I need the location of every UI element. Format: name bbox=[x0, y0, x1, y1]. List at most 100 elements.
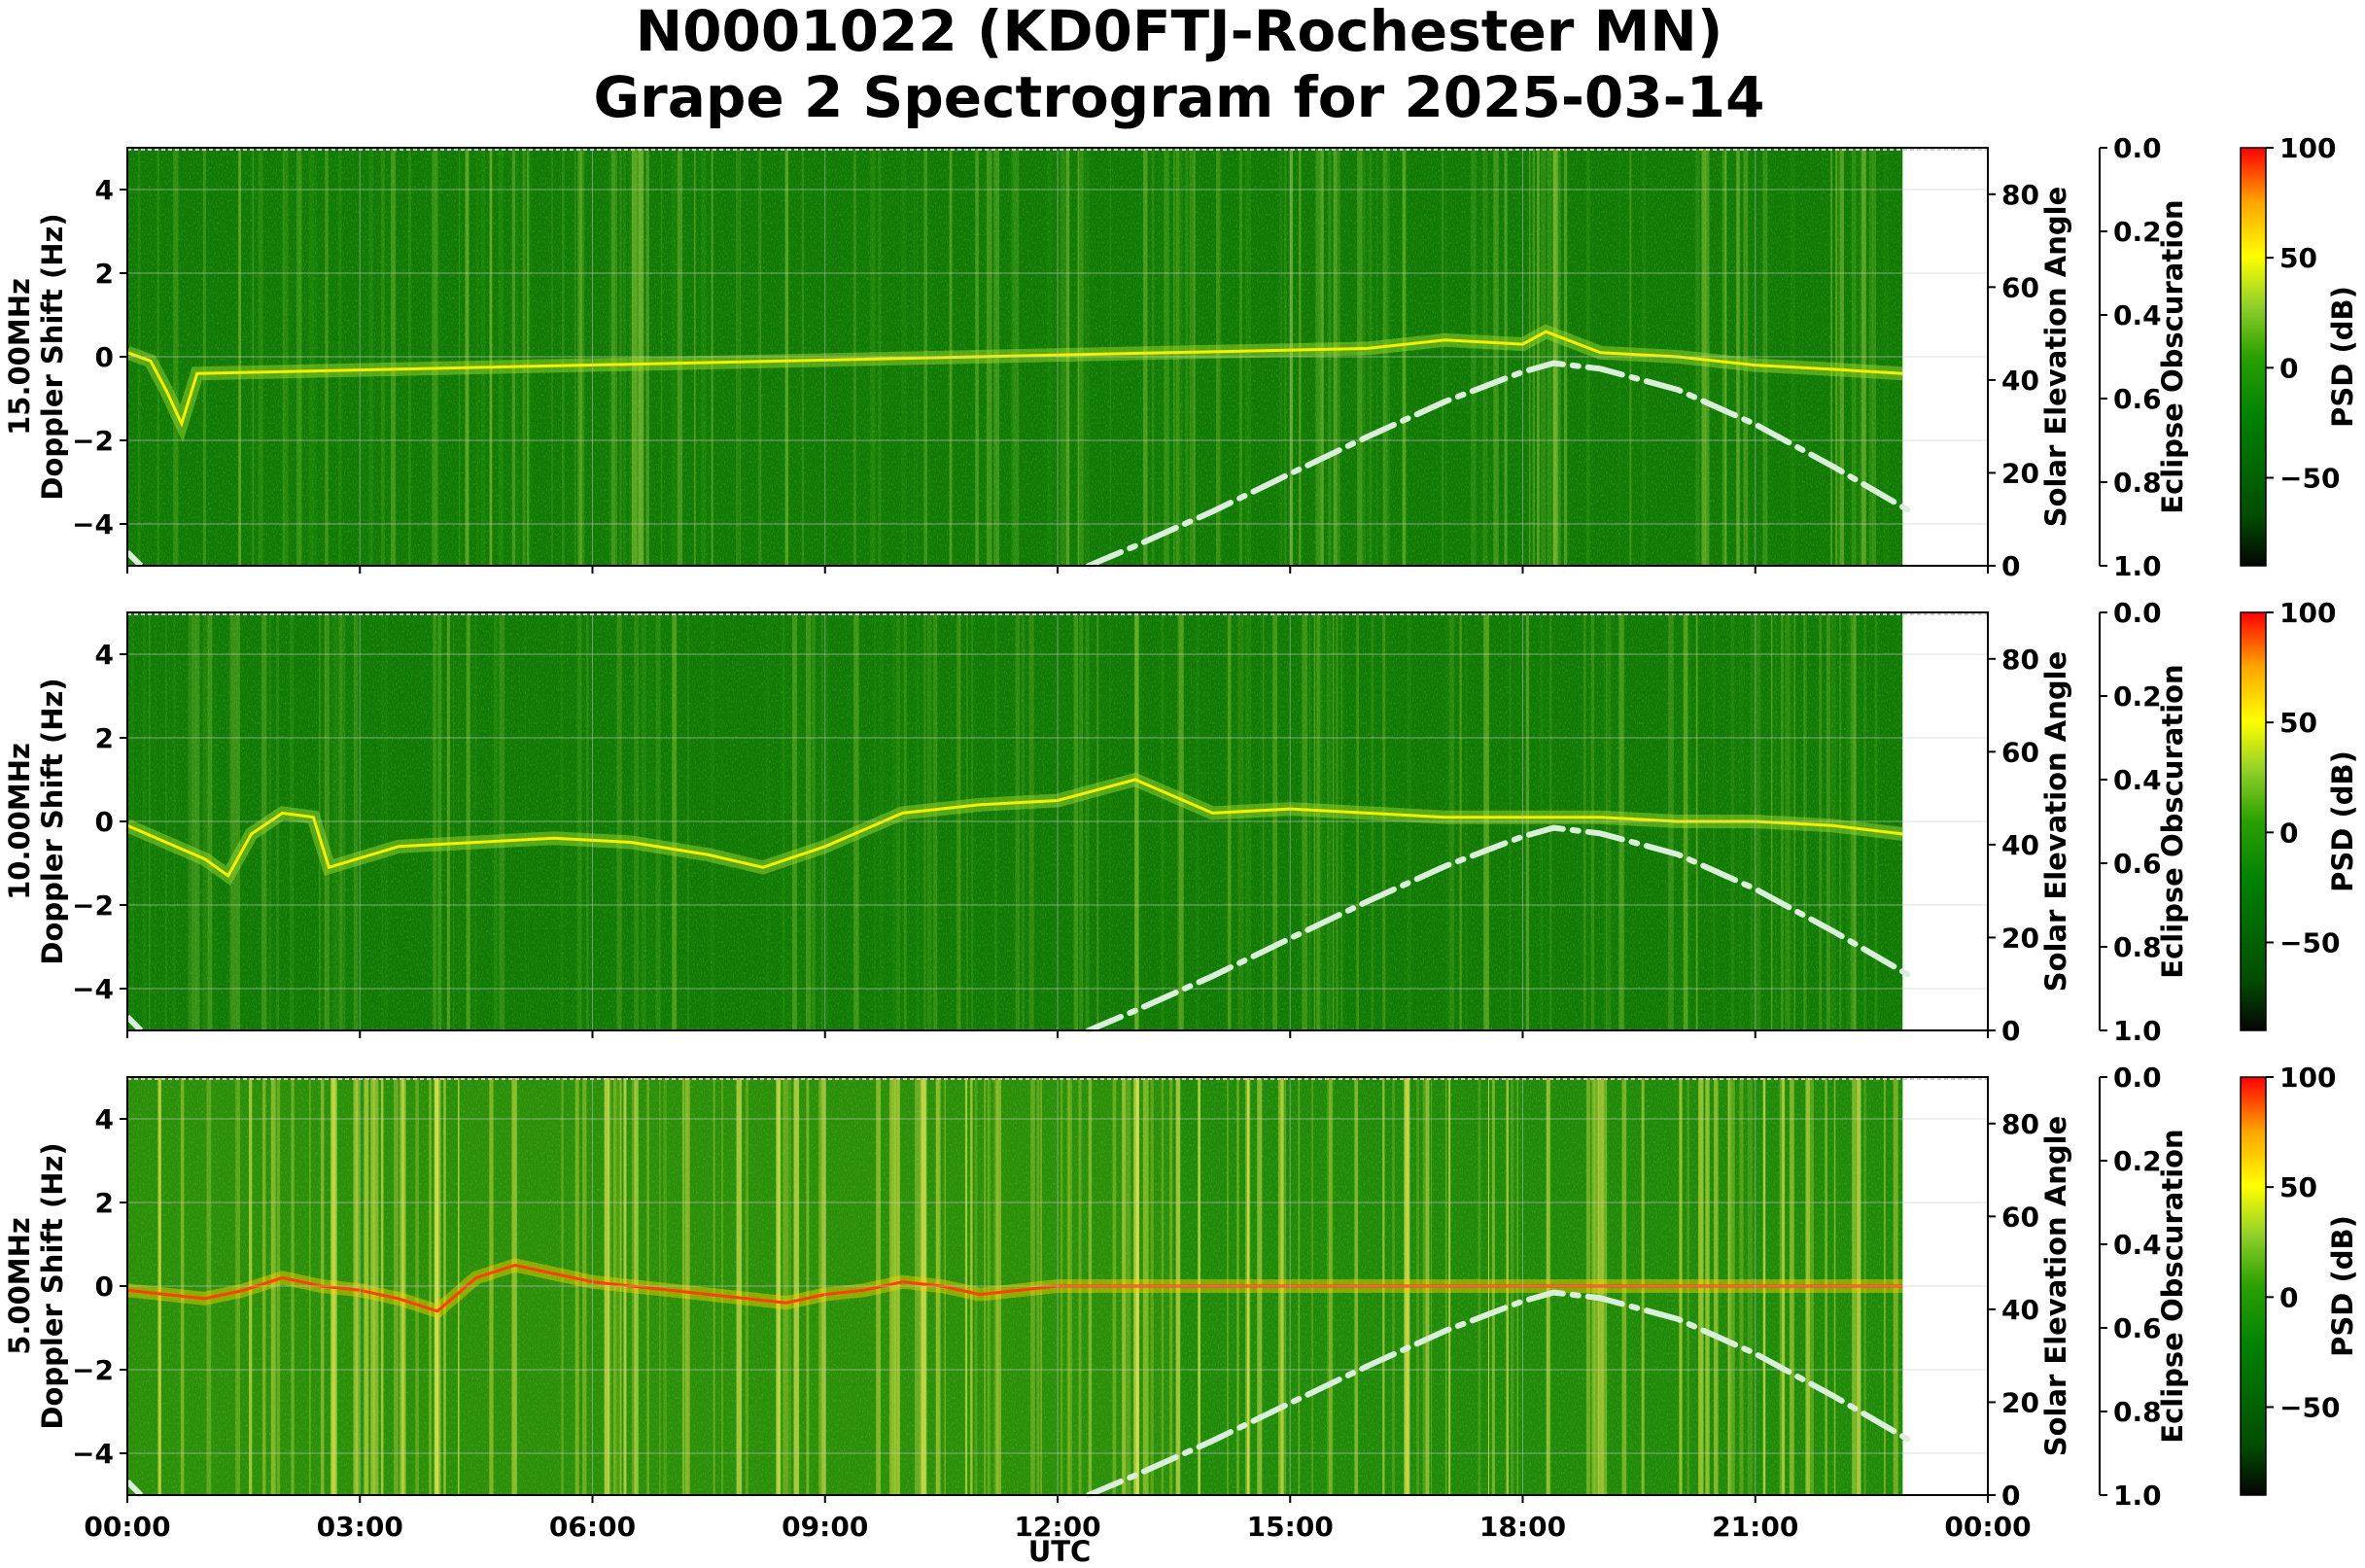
solar-elevation-curve bbox=[1085, 1289, 1914, 1498]
y-axis-label: 5.00MHzDoppler Shift (Hz) bbox=[3, 1142, 69, 1429]
y2-tick-label: 80 bbox=[2001, 179, 2039, 211]
y3-tick-label: 0.0 bbox=[2113, 1062, 2162, 1094]
y2-tick-label: 60 bbox=[2001, 736, 2039, 768]
y2-tick-label: 80 bbox=[2001, 644, 2039, 676]
y3-tick-label: 0.2 bbox=[2113, 680, 2162, 713]
y3-tick-label: 0.6 bbox=[2113, 383, 2162, 415]
cbar-tick-label: 50 bbox=[2279, 1171, 2317, 1203]
y3-tick-label: 0.6 bbox=[2113, 1312, 2162, 1344]
y-axis-label-line: Doppler Shift (Hz) bbox=[36, 1142, 69, 1429]
y-tick-label: −2 bbox=[72, 889, 114, 922]
cbar-tick-label: 50 bbox=[2279, 242, 2317, 274]
y2-axis-label: Solar Elevation Angle bbox=[2039, 1116, 2072, 1457]
y3-tick-label: 0.2 bbox=[2113, 216, 2162, 248]
colorbar bbox=[2240, 1076, 2267, 1496]
cbar-label: PSD (dB) bbox=[2326, 750, 2359, 892]
y-axis-label-line: 15.00MHz bbox=[3, 278, 36, 436]
y2-tick-label: 40 bbox=[2001, 1294, 2039, 1326]
y3-tick-label: 0.0 bbox=[2113, 132, 2162, 164]
y-tick-label: 0 bbox=[95, 1271, 114, 1303]
y-axis-label-line: 5.00MHz bbox=[3, 1217, 36, 1355]
cbar-label: PSD (dB) bbox=[2326, 1215, 2359, 1357]
y3-axis-label: Eclipse Obscuration bbox=[2156, 1129, 2189, 1443]
y-tick-label: 4 bbox=[95, 174, 114, 206]
y2-tick-label: 20 bbox=[2001, 922, 2039, 954]
y-tick-label: −4 bbox=[72, 1438, 114, 1470]
cbar-tick-label: 100 bbox=[2279, 597, 2336, 629]
cbar-tick-label: −50 bbox=[2279, 926, 2340, 958]
y3-tick-label: 0.4 bbox=[2113, 299, 2162, 331]
y3-tick-label: 0.6 bbox=[2113, 848, 2162, 880]
figure-title-line1: N0001022 (KD0FTJ-Rochester MN) bbox=[636, 0, 1723, 64]
solar-elevation-curve-start bbox=[124, 1479, 144, 1498]
y3-tick-label: 0.4 bbox=[2113, 1229, 2162, 1261]
y2-tick-label: 40 bbox=[2001, 365, 2039, 397]
y2-tick-label: 0 bbox=[2001, 1015, 2020, 1047]
y-tick-label: 4 bbox=[95, 639, 114, 671]
x-tick-label: 03:00 bbox=[317, 1511, 403, 1543]
y2-tick-label: 80 bbox=[2001, 1108, 2039, 1140]
cbar-tick-label: −50 bbox=[2279, 462, 2340, 494]
y-tick-label: 0 bbox=[95, 341, 114, 373]
x-tick-label: 18:00 bbox=[1479, 1511, 1566, 1543]
colorbar bbox=[2240, 611, 2267, 1031]
y2-tick-label: 20 bbox=[2001, 457, 2039, 489]
y3-tick-label: 0.8 bbox=[2113, 467, 2162, 499]
y2-axis-label: Solar Elevation Angle bbox=[2039, 651, 2072, 993]
y-axis-label: 10.00MHzDoppler Shift (Hz) bbox=[3, 678, 69, 964]
x-axis-label: UTC bbox=[1028, 1535, 1092, 1568]
doppler-trace bbox=[126, 330, 1903, 428]
cbar-tick-label: 0 bbox=[2279, 817, 2298, 849]
y3-tick-label: 1.0 bbox=[2113, 550, 2162, 582]
y-axis-label: 15.00MHzDoppler Shift (Hz) bbox=[3, 213, 69, 500]
y2-tick-label: 0 bbox=[2001, 550, 2020, 582]
x-tick-label: 00:00 bbox=[1944, 1511, 2031, 1543]
y3-tick-label: 1.0 bbox=[2113, 1015, 2162, 1047]
x-tick-label: 21:00 bbox=[1712, 1511, 1798, 1543]
solar-elevation-curve-start bbox=[124, 549, 144, 569]
y-tick-label: 2 bbox=[95, 258, 114, 290]
y-tick-label: −2 bbox=[72, 1354, 114, 1386]
y-tick-label: 0 bbox=[95, 806, 114, 838]
figure-title-line2: Grape 2 Spectrogram for 2025-03-14 bbox=[594, 64, 1765, 130]
solar-elevation-curve bbox=[1085, 360, 1914, 569]
y-tick-label: −2 bbox=[72, 425, 114, 457]
y-axis-label-line: 10.00MHz bbox=[3, 743, 36, 900]
y3-axis-label: Eclipse Obscuration bbox=[2156, 199, 2189, 513]
y-axis-label-line: Doppler Shift (Hz) bbox=[36, 678, 69, 964]
cbar-tick-label: 0 bbox=[2279, 1281, 2298, 1313]
cbar-tick-label: 100 bbox=[2279, 1062, 2336, 1094]
x-tick-label: 06:00 bbox=[549, 1511, 636, 1543]
cbar-label: PSD (dB) bbox=[2326, 286, 2359, 428]
y2-tick-label: 60 bbox=[2001, 1201, 2039, 1233]
y-tick-label: 4 bbox=[95, 1103, 114, 1135]
y3-tick-label: 0.4 bbox=[2113, 764, 2162, 796]
x-tick-label: 12:00 bbox=[1014, 1511, 1100, 1543]
solar-elevation-curve bbox=[1085, 824, 1914, 1033]
y-tick-label: 2 bbox=[95, 722, 114, 754]
x-tick-label: 15:00 bbox=[1247, 1511, 1334, 1543]
y-tick-label: −4 bbox=[72, 508, 114, 540]
cbar-tick-label: 100 bbox=[2279, 132, 2336, 164]
y2-axis-label: Solar Elevation Angle bbox=[2039, 187, 2072, 528]
colorbar bbox=[2240, 147, 2267, 567]
y3-tick-label: 0.0 bbox=[2113, 597, 2162, 629]
cbar-tick-label: −50 bbox=[2279, 1391, 2340, 1423]
y3-tick-label: 0.2 bbox=[2113, 1145, 2162, 1177]
y3-tick-label: 0.8 bbox=[2113, 1396, 2162, 1428]
y-tick-label: 2 bbox=[95, 1187, 114, 1219]
y2-tick-label: 60 bbox=[2001, 271, 2039, 303]
y2-tick-label: 40 bbox=[2001, 829, 2039, 861]
cbar-tick-label: 50 bbox=[2279, 707, 2317, 739]
y3-axis-label: Eclipse Obscuration bbox=[2156, 664, 2189, 978]
y3-tick-label: 1.0 bbox=[2113, 1480, 2162, 1512]
y2-tick-label: 0 bbox=[2001, 1480, 2020, 1512]
x-tick-label: 09:00 bbox=[782, 1511, 868, 1543]
solar-elevation-curve-start bbox=[124, 1014, 144, 1033]
y-tick-label: −4 bbox=[72, 973, 114, 1005]
